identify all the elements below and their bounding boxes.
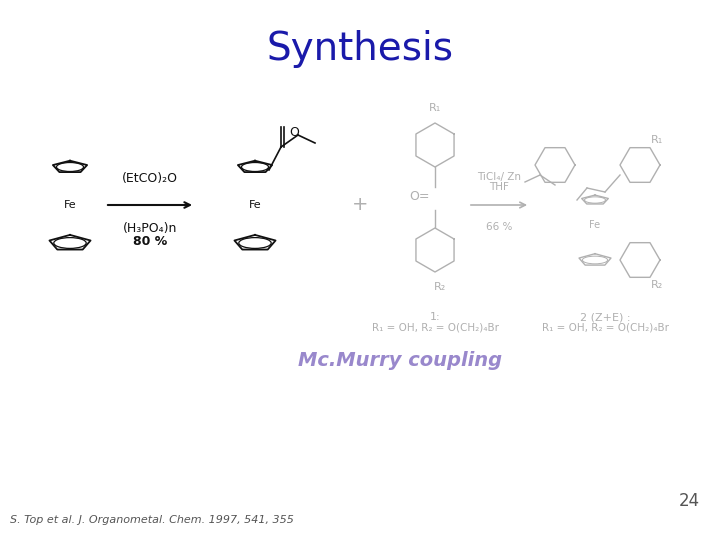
Text: 24: 24 [679, 492, 700, 510]
Text: THF: THF [489, 182, 509, 192]
Text: Fe: Fe [248, 200, 261, 210]
Text: O: O [289, 126, 299, 139]
Text: R₁: R₁ [429, 103, 441, 113]
Text: 80 %: 80 % [133, 235, 167, 248]
Text: TiCl₄/ Zn: TiCl₄/ Zn [477, 172, 521, 182]
Text: S. Top et al. J. Organometal. Chem. 1997, 541, 355: S. Top et al. J. Organometal. Chem. 1997… [10, 515, 294, 525]
Text: (EtCO)₂O: (EtCO)₂O [122, 172, 178, 185]
Text: 66 %: 66 % [486, 222, 512, 232]
Text: +: + [352, 195, 368, 214]
Text: 2 (Z+E) :: 2 (Z+E) : [580, 312, 630, 322]
Text: Mc.Murry coupling: Mc.Murry coupling [298, 350, 502, 369]
Text: Fe: Fe [590, 220, 600, 230]
Text: R₁ = OH, R₂ = O(CH₂)₄Br: R₁ = OH, R₂ = O(CH₂)₄Br [372, 322, 498, 332]
Text: R₁: R₁ [651, 135, 663, 145]
Text: Fe: Fe [63, 200, 76, 210]
Text: 1:: 1: [430, 312, 441, 322]
Text: (H₃PO₄)n: (H₃PO₄)n [123, 222, 177, 235]
Text: O=: O= [410, 191, 430, 204]
Text: R₂: R₂ [651, 280, 663, 290]
Text: R₂: R₂ [434, 282, 446, 292]
Text: R₁ = OH, R₂ = O(CH₂)₄Br: R₁ = OH, R₂ = O(CH₂)₄Br [541, 322, 668, 332]
Text: Synthesis: Synthesis [266, 30, 454, 68]
